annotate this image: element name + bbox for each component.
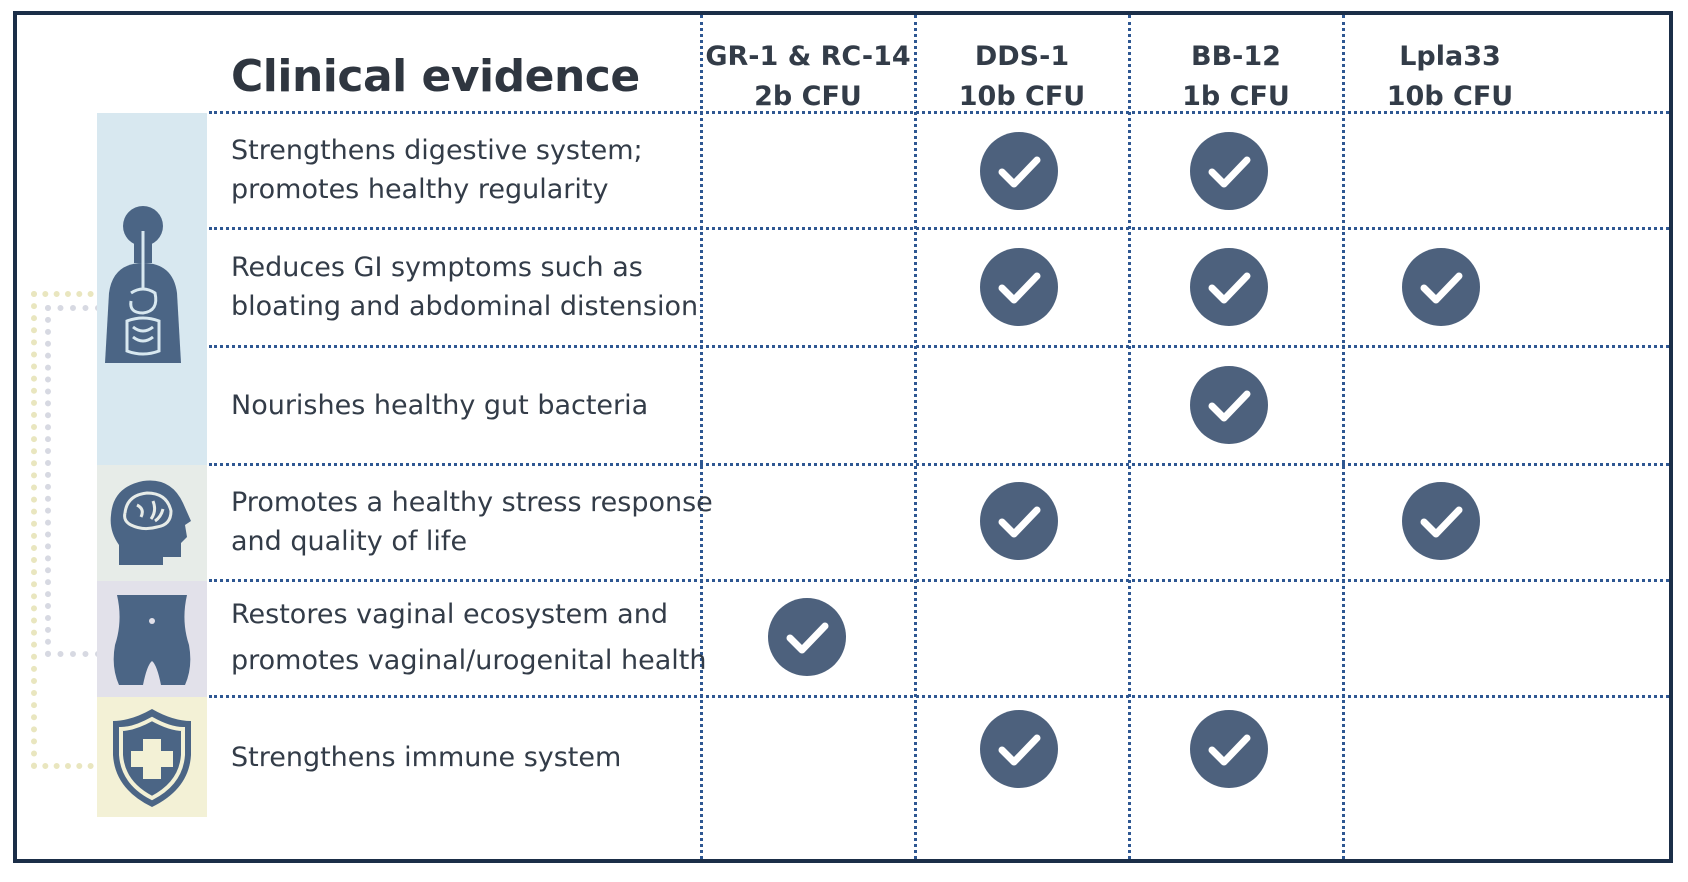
check-mark-icon — [980, 482, 1058, 560]
digestive-group-panel — [97, 113, 207, 465]
row-label-immune: Strengthens immune system — [231, 697, 791, 817]
evidence-table-frame: Clinical evidence GR-1 & RC-14 2b CFU DD… — [13, 11, 1673, 863]
column-header-dds1: DDS-1 10b CFU — [915, 37, 1129, 117]
column-separator — [1342, 15, 1345, 859]
row-separator — [209, 579, 1669, 582]
stress-group-panel — [97, 465, 207, 581]
brain-head-icon — [110, 480, 191, 565]
column-dose: 10b CFU — [958, 81, 1086, 112]
check-mark-icon — [1402, 482, 1480, 560]
row-separator — [209, 227, 1669, 230]
column-separator — [914, 15, 917, 859]
column-header-lpla33: Lpla33 10b CFU — [1343, 37, 1557, 117]
row-label-digestive: Strengthens digestive system; promotes h… — [231, 113, 791, 227]
row-label-line: Strengthens digestive system; — [231, 135, 643, 166]
row-label-vaginal: Restores vaginal ecosystem and promotes … — [231, 581, 791, 695]
row-label-line: Strengthens immune system — [231, 741, 622, 773]
column-name: GR-1 & RC-14 — [705, 41, 911, 72]
urogenital-group-panel — [97, 581, 207, 697]
column-dose: 2b CFU — [754, 81, 862, 112]
digestive-system-icon — [105, 206, 181, 363]
pelvis-icon — [113, 595, 191, 685]
table-title: Clinical evidence — [231, 51, 640, 102]
column-dose: 1b CFU — [1182, 81, 1290, 112]
check-mark-icon — [980, 710, 1058, 788]
row-label-line: and quality of life — [231, 526, 468, 557]
immune-group-panel — [97, 697, 207, 817]
check-mark-icon — [980, 132, 1058, 210]
row-separator — [209, 695, 1669, 698]
row-label-line: Nourishes healthy gut bacteria — [231, 389, 649, 421]
column-separator — [700, 15, 703, 859]
check-mark-icon — [1190, 132, 1268, 210]
row-separator — [209, 463, 1669, 466]
shield-plus-icon — [113, 709, 191, 807]
column-header-gr1-rc14: GR-1 & RC-14 2b CFU — [701, 37, 915, 117]
row-label-line: promotes vaginal/urogenital health — [231, 645, 707, 676]
row-label-gut-bacteria: Nourishes healthy gut bacteria — [231, 347, 791, 463]
group-connector-gray — [45, 305, 101, 657]
column-dose: 10b CFU — [1386, 81, 1514, 112]
column-name: DDS-1 — [974, 41, 1070, 72]
column-separator — [1128, 15, 1131, 859]
row-label-line: Restores vaginal ecosystem and — [231, 599, 668, 630]
column-name: BB-12 — [1191, 41, 1281, 72]
check-mark-icon — [1190, 366, 1268, 444]
row-separator — [209, 111, 1669, 114]
check-mark-icon — [1190, 710, 1268, 788]
row-separator — [209, 345, 1669, 348]
check-mark-icon — [1190, 248, 1268, 326]
row-label-line: Reduces GI symptoms such as — [231, 252, 643, 283]
column-header-bb12: BB-12 1b CFU — [1129, 37, 1343, 117]
row-label-stress: Promotes a healthy stress response and q… — [231, 465, 791, 579]
row-label-line: promotes healthy regularity — [231, 174, 609, 205]
row-label-line: Promotes a healthy stress response — [231, 487, 713, 518]
row-label-line: bloating and abdominal distension — [231, 291, 699, 322]
check-mark-icon — [1402, 248, 1480, 326]
check-mark-icon — [980, 248, 1058, 326]
column-name: Lpla33 — [1399, 41, 1501, 72]
row-label-gi-symptoms: Reduces GI symptoms such as bloating and… — [231, 229, 791, 345]
